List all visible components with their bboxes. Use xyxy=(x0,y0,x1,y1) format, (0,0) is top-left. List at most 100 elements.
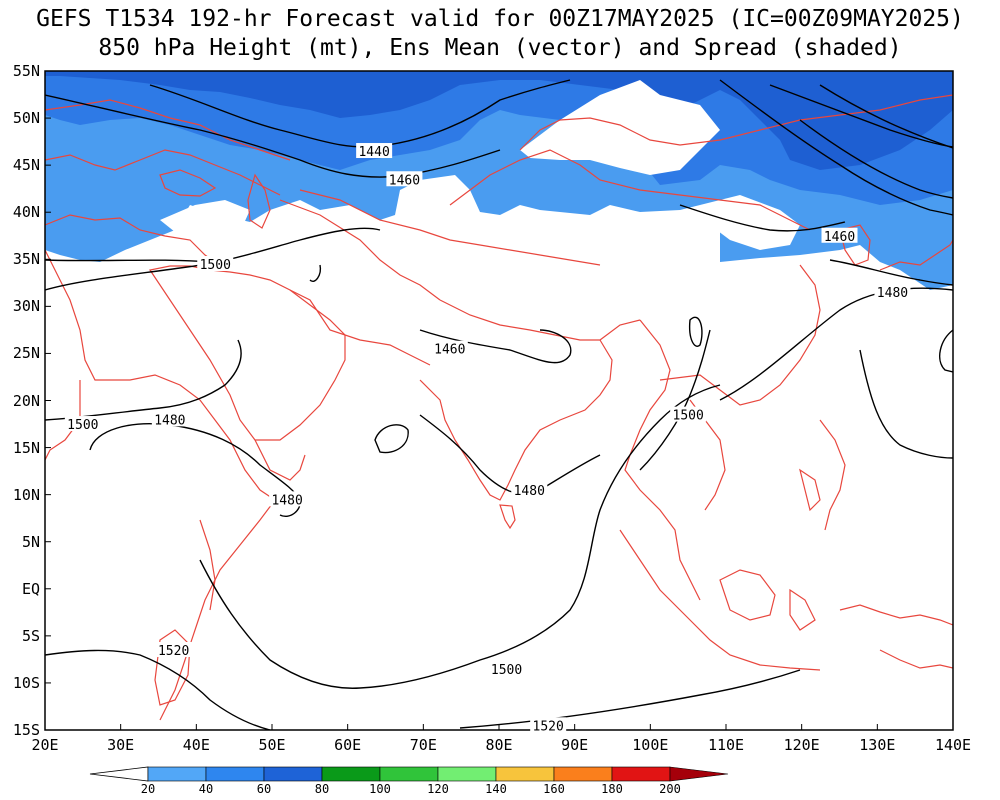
contour-1500-south xyxy=(199,384,721,689)
lat-tick-label: 25N xyxy=(12,344,40,363)
contour-1480-ne xyxy=(829,259,953,286)
contour-label-bg xyxy=(151,411,188,427)
contour-1460-east2 xyxy=(679,204,846,232)
colorbar-label: 20 xyxy=(140,782,156,796)
contour-label: 1460 xyxy=(434,343,465,358)
contour-label-bg xyxy=(874,284,911,300)
colorbar xyxy=(89,766,729,782)
chart-title-line2: 850 hPa Height (mt), Ens Mean (vector) a… xyxy=(98,35,902,61)
contour-1480-india xyxy=(419,414,601,495)
colorbar-right-arrow xyxy=(669,766,729,782)
contour-label: 1480 xyxy=(271,493,302,508)
lon-tick-label: 20E xyxy=(31,736,59,754)
colorbar-label: 120 xyxy=(427,782,449,796)
colorbar-swatch xyxy=(611,766,671,782)
lon-tick-label: 130E xyxy=(859,736,896,754)
contour-label-bg xyxy=(155,641,192,657)
colorbar-swatch xyxy=(495,766,555,782)
contour-1480-east3 xyxy=(769,84,953,148)
contour-label: 1440 xyxy=(358,145,389,160)
colorbar-swatch xyxy=(321,766,381,782)
contour-1460-east xyxy=(719,79,953,216)
colorbar-swatch xyxy=(437,766,497,782)
coastlines xyxy=(45,94,953,721)
lon-tick-label: 80E xyxy=(485,736,513,754)
contour-1480-africa xyxy=(89,423,301,517)
contour-label: 1500 xyxy=(491,663,522,678)
lat-tick-label: 20N xyxy=(12,391,40,410)
spread-gap xyxy=(160,200,250,236)
contour-1480-east2 xyxy=(819,84,953,149)
contour-label-bg xyxy=(356,143,393,159)
lon-tick-label: 120E xyxy=(783,736,820,754)
lat-tick-label: 30N xyxy=(12,297,40,316)
lon-tick-label: 40E xyxy=(182,736,210,754)
lat-tick-label: EQ xyxy=(21,579,40,598)
contour-sea-closed xyxy=(939,329,953,373)
colorbar-swatch xyxy=(263,766,323,782)
colorbar-label: 100 xyxy=(369,782,391,796)
contour-label: 1480 xyxy=(877,286,908,301)
lon-tick-label: 30E xyxy=(107,736,135,754)
contour-label: 1460 xyxy=(389,173,420,188)
contour-label: 1500 xyxy=(67,418,98,433)
contour-label: 1460 xyxy=(824,230,855,245)
lat-tick-label: 15N xyxy=(12,438,40,457)
height-contours xyxy=(45,79,953,730)
contour-1460 xyxy=(45,94,501,178)
lon-tick-label: 140E xyxy=(934,736,972,754)
contour-arabia-closed xyxy=(374,424,409,454)
contour-label-bg xyxy=(197,255,234,271)
colorbar-label: 180 xyxy=(601,782,623,796)
contour-1520-east xyxy=(459,669,801,729)
contour-label-bg xyxy=(511,481,548,497)
contour-label-bg xyxy=(386,171,423,187)
contour-label: 1520 xyxy=(158,644,189,659)
colorbar-label: 60 xyxy=(256,782,272,796)
lat-tick-label: 35N xyxy=(12,250,40,269)
lon-tick-label: 100E xyxy=(632,736,669,754)
contour-label: 1480 xyxy=(514,484,545,499)
spread-band-60-80 xyxy=(45,71,953,170)
colorbar-swatch xyxy=(147,766,207,782)
contour-label-bg xyxy=(64,416,101,432)
contour-label: 1480 xyxy=(154,413,185,428)
lat-tick-label: 5S xyxy=(21,626,40,645)
lat-tick-label: 55N xyxy=(12,62,40,80)
colorbar-swatch xyxy=(553,766,613,782)
colorbar-label: 80 xyxy=(314,782,330,796)
lat-tick-label: 5N xyxy=(21,532,40,551)
colorbar-label: 200 xyxy=(659,782,681,796)
chart-title-line1: GEFS T1534 192-hr Forecast valid for 00Z… xyxy=(36,6,964,32)
lat-tick-label: 50N xyxy=(12,109,40,128)
contour-label-bg xyxy=(821,227,858,243)
spread-shading xyxy=(45,71,953,290)
colorbar-label: 140 xyxy=(485,782,507,796)
contour-label-bg xyxy=(269,491,306,507)
lat-tick-label: 40N xyxy=(12,203,40,222)
contour-1500-mid xyxy=(45,259,211,263)
contour-label-bg xyxy=(488,660,525,676)
contour-label-bg xyxy=(431,340,468,356)
lat-tick-label: 45N xyxy=(12,156,40,175)
colorbar-label: 160 xyxy=(543,782,565,796)
lon-tick-label: 60E xyxy=(334,736,362,754)
contour-label-bg xyxy=(670,406,707,422)
spread-band-40-60 xyxy=(45,71,953,205)
lat-tick-label: 15S xyxy=(12,721,40,739)
contour-label: 1500 xyxy=(200,258,231,273)
contour-tibet-closed xyxy=(688,316,703,347)
contour-1480-east xyxy=(799,119,953,199)
colorbar-label: 40 xyxy=(198,782,214,796)
contour-1500-pacific2 xyxy=(859,349,953,459)
colorbar-left-arrow xyxy=(89,766,149,782)
colorbar-swatch xyxy=(205,766,265,782)
contour-label-bg xyxy=(530,717,567,733)
lon-tick-label: 110E xyxy=(707,736,745,754)
contour-label: 1500 xyxy=(673,409,704,424)
lon-tick-label: 50E xyxy=(258,736,286,754)
contour-1500-main xyxy=(45,227,381,291)
spread-gap xyxy=(700,195,800,250)
lat-tick-label: 10S xyxy=(12,673,40,692)
